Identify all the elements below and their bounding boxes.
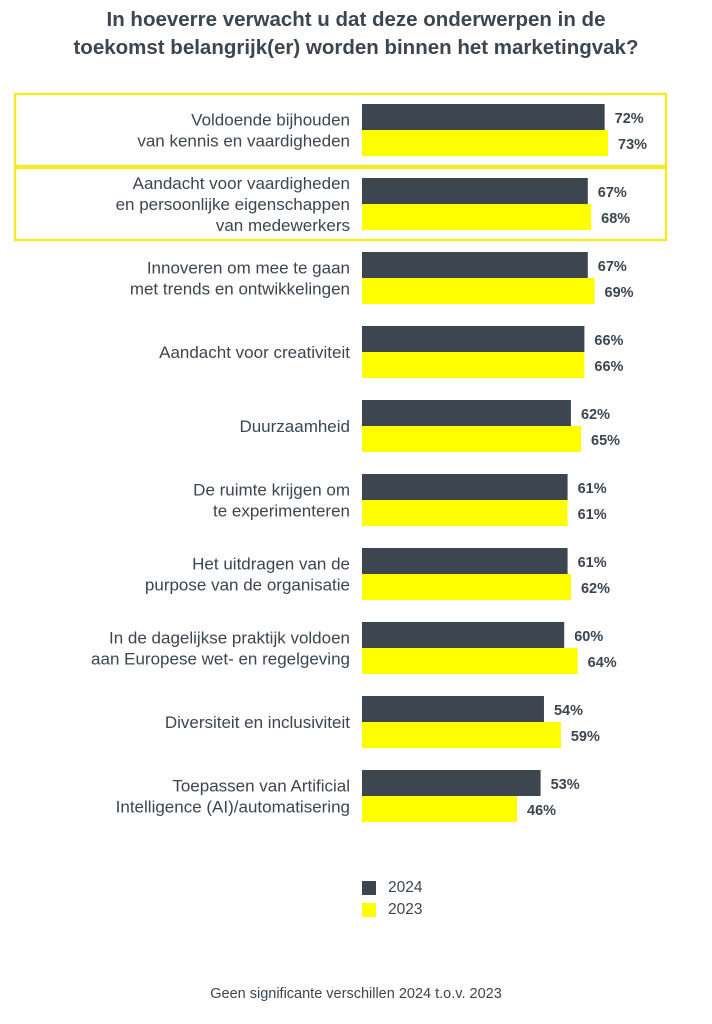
category-label: met trends en ontwikkelingen — [130, 280, 350, 299]
legend-label-2024: 2024 — [388, 879, 423, 896]
bar-2024 — [362, 622, 565, 648]
chart-title-line-2: toekomst belangrijk(er) worden binnen he… — [73, 36, 639, 59]
data-label-2024: 54% — [554, 703, 583, 719]
footnote: Geen significante verschillen 2024 t.o.v… — [210, 986, 502, 1002]
bar-chart: Voldoende bijhouden van kennis en vaardig… — [13, 92, 668, 822]
bar-2023 — [362, 352, 585, 378]
bar-2024 — [362, 770, 541, 796]
category-label: aan Europese wet- en regelgeving — [91, 650, 350, 669]
category-label: te experimenteren — [213, 502, 350, 521]
legend-swatch-2023 — [362, 903, 376, 917]
data-label-2024: 67% — [598, 259, 627, 275]
highlight-box — [13, 92, 668, 168]
bar-2024 — [362, 104, 605, 130]
data-label-2023: 46% — [527, 803, 556, 819]
bar-2024 — [362, 548, 568, 574]
data-label-2023: 73% — [618, 137, 647, 153]
highlight-box — [13, 166, 668, 242]
bar-2023 — [362, 574, 571, 600]
category-label: en persoonlijke eigenschappen — [116, 195, 350, 214]
legend-item-2023: 2023 — [362, 899, 422, 921]
data-label-2023: 69% — [605, 285, 634, 301]
legend-item-2024: 2024 — [362, 877, 422, 899]
bar-2023 — [362, 278, 595, 304]
data-label-2023: 59% — [571, 729, 600, 745]
data-label-2024: 53% — [551, 777, 580, 793]
data-label-2023: 62% — [581, 581, 610, 597]
bar-2024 — [362, 474, 568, 500]
data-label-2024: 61% — [578, 481, 607, 497]
legend-label-2023: 2023 — [388, 901, 423, 918]
category-label: Diversiteit en inclusiviteit — [165, 713, 350, 732]
chart-title: In hoeverre verwacht u dat deze onderwer… — [0, 6, 712, 62]
category-label: Het uitdragen van de — [192, 555, 350, 574]
category-label: purpose van de organisatie — [145, 576, 350, 595]
bar-2024 — [362, 400, 571, 426]
chart-legend: 2024 2023 — [362, 877, 422, 921]
bar-2023 — [362, 426, 582, 452]
data-label-2023: 61% — [578, 507, 607, 523]
data-label-2024: 66% — [594, 333, 623, 349]
data-label-2024: 61% — [578, 555, 607, 571]
category-label: van kennis en vaardigheden — [137, 132, 350, 151]
bar-2023 — [362, 796, 518, 822]
category-label: Toepassen van Artificial — [172, 777, 350, 796]
data-label-2023: 68% — [601, 211, 630, 227]
bar-2023 — [362, 130, 609, 156]
bar-2024 — [362, 696, 544, 722]
data-label-2023: 66% — [594, 359, 623, 375]
data-label-2023: 65% — [591, 433, 620, 449]
category-label: Intelligence (AI)/automatisering — [116, 798, 350, 817]
data-label-2024: 67% — [598, 185, 627, 201]
bar-2023 — [362, 722, 561, 748]
bar-2023 — [362, 500, 568, 526]
data-label-2024: 60% — [574, 629, 603, 645]
data-label-2024: 72% — [615, 111, 644, 127]
bar-2023 — [362, 204, 592, 230]
category-label: van medewerkers — [216, 216, 350, 235]
bar-2023 — [362, 648, 578, 674]
category-label: In de dagelijkse praktijk voldoen — [109, 629, 350, 648]
category-label: Duurzaamheid — [239, 417, 350, 436]
category-label: Innoveren om mee te gaan — [147, 259, 350, 278]
data-label-2024: 62% — [581, 407, 610, 423]
category-label: De ruimte krijgen om — [193, 481, 350, 500]
category-label: Aandacht voor vaardigheden — [133, 174, 350, 193]
legend-swatch-2024 — [362, 881, 376, 895]
category-label: Aandacht voor creativiteit — [159, 343, 350, 362]
bar-2024 — [362, 252, 588, 278]
bar-2024 — [362, 178, 588, 204]
bar-2024 — [362, 326, 585, 352]
chart-title-line-1: In hoeverre verwacht u dat deze onderwer… — [106, 8, 606, 31]
data-label-2023: 64% — [588, 655, 617, 671]
category-label: Voldoende bijhouden — [191, 111, 350, 130]
